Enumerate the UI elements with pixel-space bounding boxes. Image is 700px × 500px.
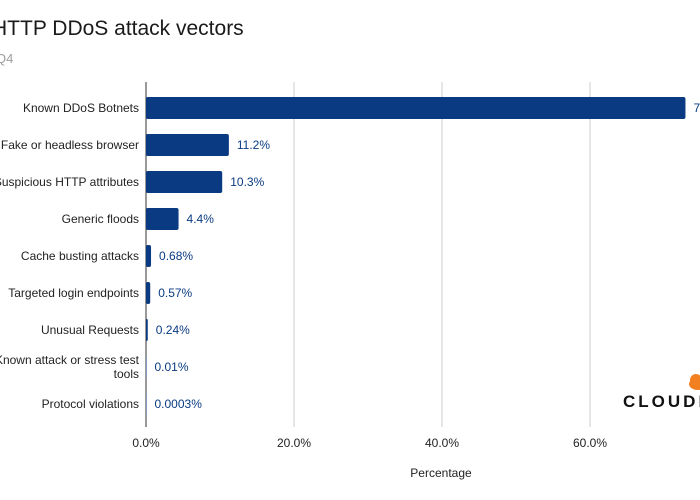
- chart-title: HTTP DDoS attack vectors: [0, 17, 244, 40]
- bar: [146, 356, 147, 378]
- value-label: 10.3%: [230, 175, 264, 189]
- bar: [146, 134, 229, 156]
- x-tick-label: 60.0%: [573, 436, 607, 450]
- bar: [146, 97, 686, 119]
- category-label: Known attack or stress test tools: [0, 353, 140, 381]
- value-label: 72.9%: [693, 101, 700, 115]
- cloud-logo-icon: [689, 374, 700, 390]
- x-tick-label: 40.0%: [425, 436, 459, 450]
- bar: [146, 171, 223, 193]
- category-label: Protocol violations: [42, 397, 139, 411]
- category-label: Suspicious HTTP attributes: [0, 175, 139, 189]
- category-label: Fake or headless browser: [1, 138, 139, 152]
- bar: [146, 319, 148, 341]
- bar: [146, 282, 151, 304]
- value-label: 4.4%: [187, 212, 215, 226]
- brand-logo: CLOUDF: [623, 392, 700, 411]
- category-label: Generic floods: [62, 212, 139, 226]
- value-label: 11.2%: [237, 138, 270, 152]
- chart-subtitle: Q4: [0, 51, 14, 66]
- value-label: 0.57%: [158, 286, 192, 300]
- value-label: 0.01%: [155, 360, 189, 374]
- value-label: 0.24%: [156, 323, 190, 337]
- bar: [146, 393, 147, 415]
- x-axis-label: Percentage: [410, 466, 472, 480]
- x-tick-label: 0.0%: [132, 436, 160, 450]
- category-label: Targeted login endpoints: [8, 286, 139, 300]
- category-label: Unusual Requests: [41, 323, 139, 337]
- value-label: 0.0003%: [155, 397, 203, 411]
- category-label: Cache busting attacks: [21, 249, 139, 263]
- bar: [146, 208, 179, 230]
- category-label: Known DDoS Botnets: [23, 101, 139, 115]
- value-label: 0.68%: [159, 249, 193, 263]
- x-tick-label: 20.0%: [277, 436, 311, 450]
- bar: [146, 245, 152, 267]
